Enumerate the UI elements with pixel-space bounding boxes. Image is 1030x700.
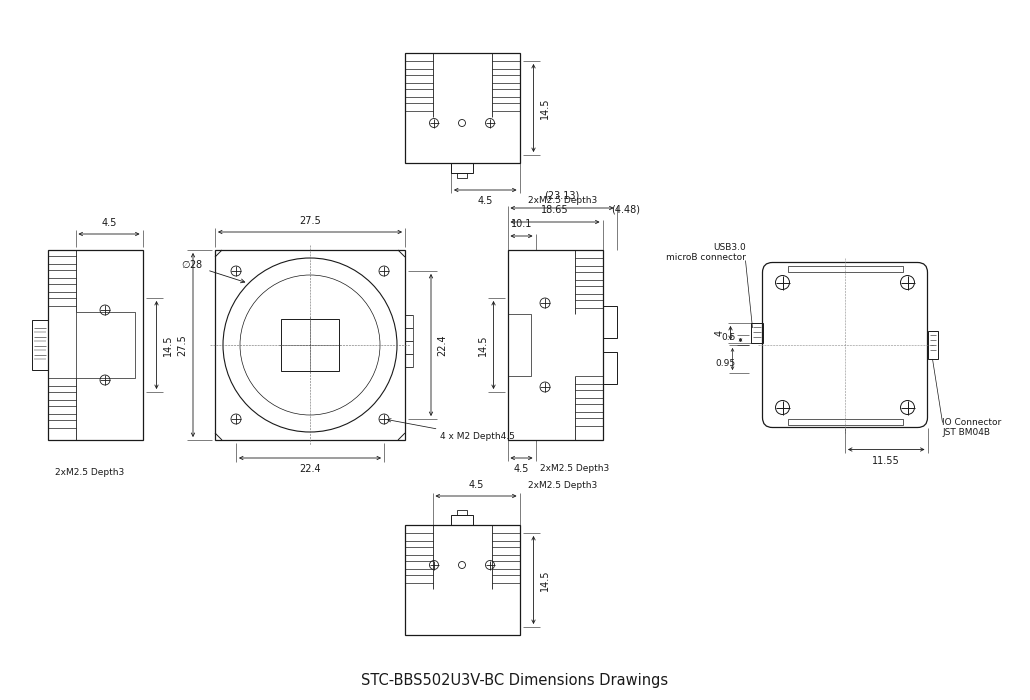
Text: 14.5: 14.5 xyxy=(163,335,172,356)
Text: 10.1: 10.1 xyxy=(511,219,533,229)
Bar xyxy=(603,352,617,384)
Text: 14.5: 14.5 xyxy=(478,335,487,356)
Text: 0.95: 0.95 xyxy=(716,358,735,368)
Bar xyxy=(603,306,617,338)
Bar xyxy=(927,331,937,359)
Bar xyxy=(788,419,902,424)
Text: IO Connector
JST BM04B: IO Connector JST BM04B xyxy=(942,418,1002,438)
Bar xyxy=(451,515,473,525)
Text: 2xM2.5 Depth3: 2xM2.5 Depth3 xyxy=(527,481,596,490)
Text: 18.65: 18.65 xyxy=(541,205,569,215)
Text: 14.5: 14.5 xyxy=(540,97,549,119)
Bar xyxy=(405,53,519,163)
Text: 11.55: 11.55 xyxy=(872,456,900,466)
Text: 2xM2.5 Depth3: 2xM2.5 Depth3 xyxy=(56,468,125,477)
Text: 27.5: 27.5 xyxy=(299,216,321,226)
Text: 2xM2.5 Depth3: 2xM2.5 Depth3 xyxy=(527,196,596,205)
Text: 22.4: 22.4 xyxy=(299,464,320,474)
Bar xyxy=(457,173,467,178)
Text: 4.5: 4.5 xyxy=(514,464,529,474)
Text: 4.5: 4.5 xyxy=(469,480,484,490)
Text: 0.5: 0.5 xyxy=(721,332,735,342)
Text: $\varnothing$28: $\varnothing$28 xyxy=(181,258,203,270)
Bar xyxy=(75,312,135,378)
Text: 14.5: 14.5 xyxy=(540,569,549,591)
Bar xyxy=(281,319,339,371)
Text: 22.4: 22.4 xyxy=(437,334,447,356)
Text: (23.13): (23.13) xyxy=(545,191,580,201)
Bar xyxy=(788,265,902,272)
Bar xyxy=(508,314,530,376)
Text: STC-BBS502U3V-BC Dimensions Drawings: STC-BBS502U3V-BC Dimensions Drawings xyxy=(362,673,668,688)
Text: 27.5: 27.5 xyxy=(177,334,187,356)
Bar xyxy=(47,250,142,440)
Bar xyxy=(751,323,762,343)
Bar xyxy=(451,163,473,173)
Text: 2xM2.5 Depth3: 2xM2.5 Depth3 xyxy=(541,464,610,473)
Bar xyxy=(405,525,519,635)
Bar xyxy=(508,250,603,440)
Text: (4.48): (4.48) xyxy=(612,205,641,215)
Bar xyxy=(215,250,405,440)
Bar xyxy=(457,510,467,515)
Text: 4 x M2 Depth4.5: 4 x M2 Depth4.5 xyxy=(387,419,515,441)
Text: 4.5: 4.5 xyxy=(478,196,493,206)
Bar xyxy=(32,320,47,370)
Text: USB3.0
microB connector: USB3.0 microB connector xyxy=(665,243,746,262)
Text: 4.5: 4.5 xyxy=(101,218,116,228)
Text: 4: 4 xyxy=(715,330,724,336)
